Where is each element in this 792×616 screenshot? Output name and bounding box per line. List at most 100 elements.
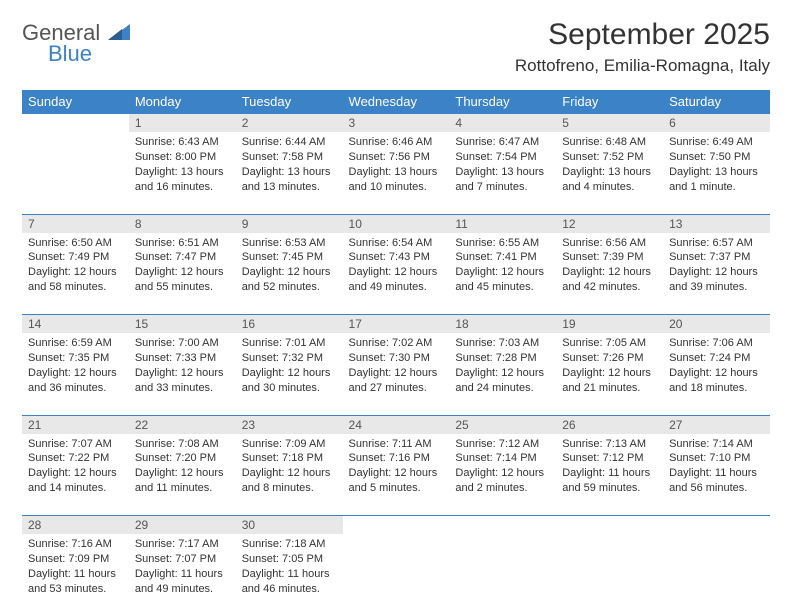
day-number: 11 [449, 214, 556, 233]
daylight-text: Daylight: 13 hours and 13 minutes. [242, 165, 337, 195]
sunrise-text: Sunrise: 6:56 AM [562, 236, 657, 251]
sunrise-text: Sunrise: 6:59 AM [28, 336, 123, 351]
sunrise-text: Sunrise: 7:03 AM [455, 336, 550, 351]
day-cell: Sunrise: 7:12 AMSunset: 7:14 PMDaylight:… [449, 434, 556, 516]
day-detail-row: Sunrise: 7:16 AMSunset: 7:09 PMDaylight:… [22, 534, 770, 616]
day-detail: Sunrise: 7:13 AMSunset: 7:12 PMDaylight:… [556, 434, 663, 502]
day-detail: Sunrise: 6:48 AMSunset: 7:52 PMDaylight:… [556, 132, 663, 200]
sunrise-text: Sunrise: 7:00 AM [135, 336, 230, 351]
day-cell: Sunrise: 6:50 AMSunset: 7:49 PMDaylight:… [22, 233, 129, 315]
day-number: 21 [22, 415, 129, 434]
day-number: 17 [343, 315, 450, 334]
day-number: 5 [556, 114, 663, 133]
daylight-text: Daylight: 12 hours and 18 minutes. [669, 366, 764, 396]
day-cell: Sunrise: 7:02 AMSunset: 7:30 PMDaylight:… [343, 333, 450, 415]
day-header: Tuesday [236, 90, 343, 114]
logo-triangle-icon [108, 24, 130, 40]
sunrise-text: Sunrise: 6:47 AM [455, 135, 550, 150]
day-detail: Sunrise: 6:49 AMSunset: 7:50 PMDaylight:… [663, 132, 770, 200]
day-detail: Sunrise: 6:50 AMSunset: 7:49 PMDaylight:… [22, 233, 129, 301]
day-number [343, 516, 450, 535]
day-detail: Sunrise: 7:08 AMSunset: 7:20 PMDaylight:… [129, 434, 236, 502]
sunrise-text: Sunrise: 7:17 AM [135, 537, 230, 552]
sunrise-text: Sunrise: 7:06 AM [669, 336, 764, 351]
daylight-text: Daylight: 13 hours and 4 minutes. [562, 165, 657, 195]
day-cell [343, 534, 450, 616]
day-header: Friday [556, 90, 663, 114]
day-cell: Sunrise: 7:00 AMSunset: 7:33 PMDaylight:… [129, 333, 236, 415]
sunrise-text: Sunrise: 6:57 AM [669, 236, 764, 251]
sunrise-text: Sunrise: 7:16 AM [28, 537, 123, 552]
daylight-text: Daylight: 12 hours and 14 minutes. [28, 466, 123, 496]
sunrise-text: Sunrise: 6:50 AM [28, 236, 123, 251]
day-number [663, 516, 770, 535]
sunset-text: Sunset: 8:00 PM [135, 150, 230, 165]
daylight-text: Daylight: 12 hours and 36 minutes. [28, 366, 123, 396]
day-number-row: 78910111213 [22, 214, 770, 233]
title-block: September 2025 Rottofreno, Emilia-Romagn… [515, 18, 770, 76]
day-cell: Sunrise: 7:17 AMSunset: 7:07 PMDaylight:… [129, 534, 236, 616]
day-cell: Sunrise: 6:44 AMSunset: 7:58 PMDaylight:… [236, 132, 343, 214]
day-cell: Sunrise: 6:57 AMSunset: 7:37 PMDaylight:… [663, 233, 770, 315]
day-number: 12 [556, 214, 663, 233]
day-header: Saturday [663, 90, 770, 114]
sunrise-text: Sunrise: 7:05 AM [562, 336, 657, 351]
day-detail: Sunrise: 6:47 AMSunset: 7:54 PMDaylight:… [449, 132, 556, 200]
daylight-text: Daylight: 13 hours and 16 minutes. [135, 165, 230, 195]
sunset-text: Sunset: 7:45 PM [242, 250, 337, 265]
day-cell: Sunrise: 7:16 AMSunset: 7:09 PMDaylight:… [22, 534, 129, 616]
sunrise-text: Sunrise: 7:12 AM [455, 437, 550, 452]
sunrise-text: Sunrise: 7:11 AM [349, 437, 444, 452]
sunrise-text: Sunrise: 7:08 AM [135, 437, 230, 452]
sunset-text: Sunset: 7:54 PM [455, 150, 550, 165]
daylight-text: Daylight: 12 hours and 42 minutes. [562, 265, 657, 295]
sunrise-text: Sunrise: 7:01 AM [242, 336, 337, 351]
day-number: 8 [129, 214, 236, 233]
sunrise-text: Sunrise: 7:18 AM [242, 537, 337, 552]
day-cell: Sunrise: 7:14 AMSunset: 7:10 PMDaylight:… [663, 434, 770, 516]
sunset-text: Sunset: 7:28 PM [455, 351, 550, 366]
day-detail: Sunrise: 6:57 AMSunset: 7:37 PMDaylight:… [663, 233, 770, 301]
daylight-text: Daylight: 12 hours and 30 minutes. [242, 366, 337, 396]
day-number: 25 [449, 415, 556, 434]
sunset-text: Sunset: 7:33 PM [135, 351, 230, 366]
day-number [449, 516, 556, 535]
daylight-text: Daylight: 12 hours and 39 minutes. [669, 265, 764, 295]
sunrise-text: Sunrise: 6:44 AM [242, 135, 337, 150]
day-cell [22, 132, 129, 214]
sunrise-text: Sunrise: 6:46 AM [349, 135, 444, 150]
day-number: 4 [449, 114, 556, 133]
day-detail: Sunrise: 6:51 AMSunset: 7:47 PMDaylight:… [129, 233, 236, 301]
day-detail: Sunrise: 7:05 AMSunset: 7:26 PMDaylight:… [556, 333, 663, 401]
sunset-text: Sunset: 7:14 PM [455, 451, 550, 466]
day-detail: Sunrise: 7:16 AMSunset: 7:09 PMDaylight:… [22, 534, 129, 602]
day-cell: Sunrise: 6:59 AMSunset: 7:35 PMDaylight:… [22, 333, 129, 415]
day-number: 23 [236, 415, 343, 434]
day-number: 16 [236, 315, 343, 334]
sunrise-text: Sunrise: 7:02 AM [349, 336, 444, 351]
month-title: September 2025 [515, 18, 770, 52]
logo: General Blue [22, 22, 130, 65]
sunrise-text: Sunrise: 6:43 AM [135, 135, 230, 150]
day-number: 9 [236, 214, 343, 233]
logo-bottom: Blue [48, 44, 130, 65]
day-detail: Sunrise: 7:18 AMSunset: 7:05 PMDaylight:… [236, 534, 343, 602]
day-detail-row: Sunrise: 6:50 AMSunset: 7:49 PMDaylight:… [22, 233, 770, 315]
day-detail-row: Sunrise: 6:43 AMSunset: 8:00 PMDaylight:… [22, 132, 770, 214]
sunrise-text: Sunrise: 7:09 AM [242, 437, 337, 452]
day-number: 2 [236, 114, 343, 133]
day-number: 26 [556, 415, 663, 434]
day-cell: Sunrise: 6:43 AMSunset: 8:00 PMDaylight:… [129, 132, 236, 214]
day-detail: Sunrise: 7:17 AMSunset: 7:07 PMDaylight:… [129, 534, 236, 602]
daylight-text: Daylight: 12 hours and 33 minutes. [135, 366, 230, 396]
day-number-row: 282930 [22, 516, 770, 535]
day-detail: Sunrise: 6:56 AMSunset: 7:39 PMDaylight:… [556, 233, 663, 301]
sunrise-text: Sunrise: 7:14 AM [669, 437, 764, 452]
day-number-row: 14151617181920 [22, 315, 770, 334]
sunrise-text: Sunrise: 6:55 AM [455, 236, 550, 251]
day-cell [556, 534, 663, 616]
day-detail: Sunrise: 7:06 AMSunset: 7:24 PMDaylight:… [663, 333, 770, 401]
sunset-text: Sunset: 7:18 PM [242, 451, 337, 466]
sunrise-text: Sunrise: 6:48 AM [562, 135, 657, 150]
day-number: 14 [22, 315, 129, 334]
